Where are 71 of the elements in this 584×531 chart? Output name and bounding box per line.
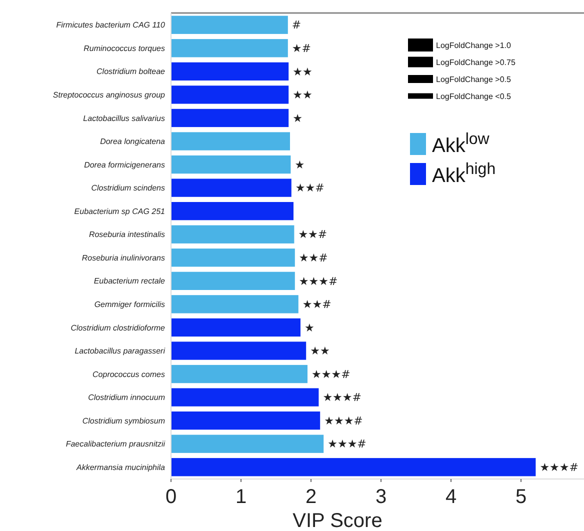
x-tick-label: 2 [305,486,317,508]
y-tick-label: Roseburia inulinivorans [82,253,165,262]
bar [171,155,291,174]
data-label: ★ [292,112,303,125]
y-tick-label: Streptococcus anginosus group [52,90,166,100]
annotation: LogFoldChange >1.0 [436,40,512,50]
y-tick-label: Dorea longicatena [100,137,166,146]
annotation: LogFoldChange >0.75 [436,58,516,67]
y-tick-label: Clostridium symbiosum [82,416,166,426]
data-label: ★★★# [312,368,350,381]
legend-label: Akk$^{high}$ [432,160,496,187]
bar [171,202,294,220]
data-label: ★★★# [540,460,579,474]
data-label: ★★★# [322,391,362,404]
legend-label: Akk$^{low}$ [432,130,490,157]
annotation: LogFoldChange <0.5 [436,92,512,101]
bar [171,364,308,384]
bar [171,434,324,453]
y-tick-label: Clostridium scindens [91,184,165,193]
bar [171,86,289,104]
bar [171,108,289,128]
x-tick-label: 3 [375,486,387,508]
data-label: ★ [294,158,305,172]
bar [171,272,295,290]
bar [171,225,294,244]
y-tick-label: Coprococcus comes [92,370,165,379]
bar [171,39,288,58]
bar [171,388,319,406]
data-label: ★★★# [298,274,338,288]
data-label: ★★★# [328,438,366,451]
y-tick-label: Clostridium clostridioforme [70,323,166,332]
y-tick-label: Roseburia intestinalis [88,230,165,240]
bar [171,295,298,314]
y-tick-label: Clostridium bolteae [96,67,166,76]
y-tick-label: Gemmiger formicilis [94,300,165,309]
data-label: ★★★# [324,414,363,428]
x-axis-title: VIP Score [292,510,382,531]
data-label: ★★# [298,251,328,264]
data-label: ★# [292,42,311,55]
data-label: ★★ [292,88,312,102]
data-label: # [292,18,302,32]
annotation: LogFoldChange >0.5 [436,74,512,84]
bar [171,62,289,81]
bar [171,318,300,337]
data-label: ★★# [298,228,328,242]
y-tick-label: Ruminococcus torques [84,44,165,53]
x-tick-label: 4 [445,486,457,508]
x-tick-label: 1 [235,486,247,508]
bar [171,132,290,150]
y-tick-label: Eubacterium rectale [94,276,166,286]
data-label: ★★ [310,344,330,358]
y-tick-label: Clostridium innocuum [88,393,166,402]
bar [171,411,320,430]
x-tick-label: 0 [165,486,177,508]
x-tick-label: 5 [515,486,527,508]
y-tick-label: Eubacterium sp CAG 251 [74,206,165,216]
data-label: ★★# [302,298,332,312]
y-tick-label: Akkermansia muciniphila [76,462,166,472]
data-label: ★★# [295,182,324,195]
y-tick-label: Lactobacillus paragasseri [74,346,166,356]
y-tick-label: Dorea formicigenerans [84,160,165,170]
bar [171,16,288,34]
bar [171,342,306,360]
data-label: ★ [304,321,314,334]
y-tick-label: Faecalibacterium prausnitzii [66,440,166,449]
bar [171,178,292,197]
bar [171,248,295,267]
y-tick-label: Lactobacillus salivarius [83,114,165,123]
y-tick-label: Firmicutes bacterium CAG 110 [56,20,166,30]
bar [171,458,536,476]
data-label: ★★ [292,65,312,78]
